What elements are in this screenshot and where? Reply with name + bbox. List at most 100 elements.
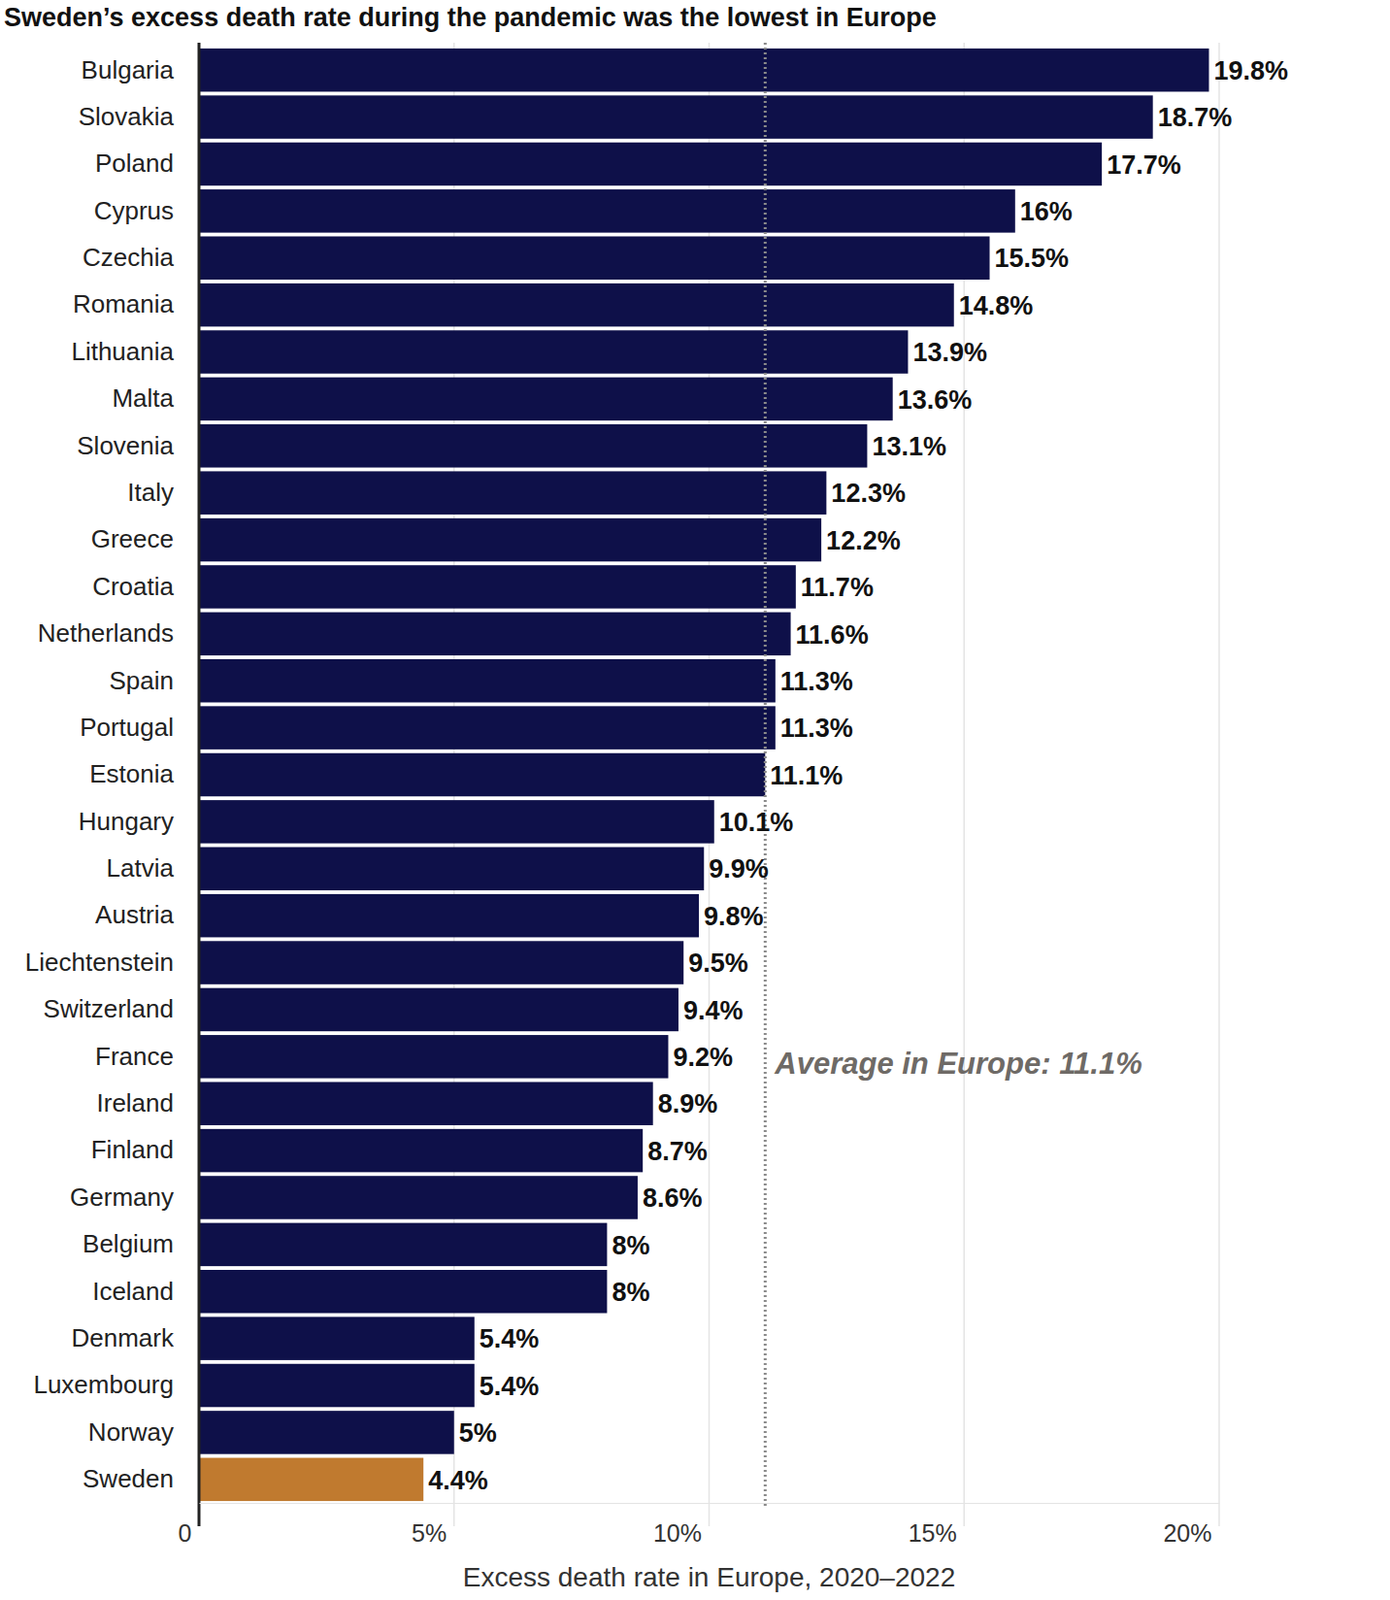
y-tick-label: Sweden <box>82 1463 174 1493</box>
y-tick-label: Germany <box>69 1182 174 1212</box>
bar <box>198 1223 607 1267</box>
data-label: 11.6% <box>795 620 869 650</box>
y-tick: Croatia <box>92 571 199 601</box>
x-tick-label: 5% <box>411 1519 447 1547</box>
data-label: 14.8% <box>959 291 1034 321</box>
data-label: 8.6% <box>642 1183 703 1213</box>
y-tick-label: Cyprus <box>94 196 174 226</box>
x-tick-label: 10% <box>653 1519 702 1547</box>
bar <box>198 847 704 892</box>
y-tick: Poland <box>95 148 199 178</box>
y-tick: Norway <box>88 1417 199 1447</box>
y-tick-label: Netherlands <box>37 618 174 648</box>
bar <box>198 988 679 1032</box>
y-tick-label: Czechia <box>82 242 174 272</box>
y-tick-label: Spain <box>109 665 175 695</box>
data-label: 19.8% <box>1213 56 1289 86</box>
y-tick-label: Lithuania <box>70 336 174 366</box>
y-tick: Greece <box>91 524 199 554</box>
y-tick-label: Portugal <box>79 712 174 742</box>
bar <box>198 1410 455 1455</box>
y-tick-label: Denmark <box>71 1323 175 1353</box>
y-tick: Portugal <box>79 712 199 742</box>
y-tick: Lithuania <box>70 336 199 366</box>
y-tick: Romania <box>72 289 199 319</box>
annotation: Average in Europe: 11.1% <box>773 1046 1142 1081</box>
y-tick-label: Liechtenstein <box>25 947 174 977</box>
bar <box>198 189 1016 233</box>
y-tick: Cyprus <box>94 196 199 226</box>
y-tick: Slovakia <box>78 101 199 132</box>
y-tick: Italy <box>127 477 199 507</box>
data-label: 5.4% <box>479 1323 540 1354</box>
bar <box>198 564 796 609</box>
y-tick: Germany <box>69 1182 199 1212</box>
bar <box>198 48 1209 93</box>
y-tick: Slovenia <box>76 430 199 461</box>
bar <box>198 1363 475 1408</box>
x-tick: 20% <box>1162 1502 1220 1547</box>
bar <box>198 799 715 844</box>
bar <box>198 142 1102 187</box>
y-tick-label: Belgium <box>82 1228 174 1258</box>
x-tick-label: 15% <box>908 1519 958 1547</box>
y-tick: Liechtenstein <box>25 947 199 977</box>
y-tick-label: Austria <box>95 899 174 929</box>
data-label: 10.1% <box>719 807 795 837</box>
data-label: 12.2% <box>826 526 901 556</box>
y-tick-label: Ireland <box>97 1088 175 1118</box>
data-label: 9.2% <box>672 1042 733 1072</box>
bar <box>198 1269 607 1314</box>
bar <box>198 753 765 797</box>
y-tick: Spain <box>109 665 200 695</box>
data-label: 9.4% <box>683 995 744 1026</box>
data-label: 13.6% <box>897 385 973 415</box>
x-tick-label: 20% <box>1162 1519 1212 1547</box>
bar <box>198 940 684 985</box>
y-tick: Estonia <box>89 759 199 789</box>
y-axis: Bulgaria Slovakia Poland Cyprus Czechia Roman… <box>25 42 199 1526</box>
bar <box>198 470 827 515</box>
y-tick-label: Romania <box>72 289 175 319</box>
y-tick-label: Poland <box>95 148 174 178</box>
y-tick: Finland <box>91 1134 199 1164</box>
data-label: 9.8% <box>703 901 764 931</box>
bar <box>198 424 867 468</box>
x-tick: 5% <box>411 1502 455 1547</box>
data-label: 15.5% <box>994 243 1070 273</box>
y-tick: Luxembourg <box>33 1369 199 1399</box>
y-tick: Belgium <box>82 1228 199 1258</box>
data-label: 4.4% <box>428 1465 489 1495</box>
y-tick: France <box>95 1041 199 1071</box>
bar <box>198 612 792 657</box>
y-tick-label: Estonia <box>89 759 174 789</box>
data-label: 11.1% <box>769 761 843 791</box>
bar <box>198 95 1154 139</box>
bar <box>198 1081 654 1126</box>
data-label: 5% <box>459 1418 497 1448</box>
y-tick: Netherlands <box>37 618 199 648</box>
y-tick-label: Bulgaria <box>81 55 175 85</box>
data-label: 17.7% <box>1106 150 1182 180</box>
chart: Sweden’s excess death rate during the pa… <box>0 0 1390 1600</box>
data-label: 8.7% <box>647 1136 708 1166</box>
x-axis-line <box>199 1502 1221 1504</box>
data-label: 11.7% <box>800 572 874 602</box>
data-label: 9.9% <box>708 854 769 884</box>
data-label: 13.1% <box>871 431 947 462</box>
data-label: 5.4% <box>479 1371 540 1401</box>
bar <box>198 659 776 703</box>
y-tick: Ireland <box>97 1088 200 1118</box>
bar <box>198 1457 424 1502</box>
bar <box>198 705 776 750</box>
data-label: 13.9% <box>912 337 988 367</box>
y-tick: Iceland <box>92 1276 199 1306</box>
data-label: 18.7% <box>1158 102 1233 133</box>
bar <box>198 1316 475 1360</box>
x-axis: 05%10%15%20% <box>178 1502 1221 1547</box>
y-tick-label: Slovenia <box>76 430 174 461</box>
y-tick-label: Latvia <box>106 853 175 883</box>
bar <box>198 1128 643 1173</box>
average-line <box>763 42 767 1507</box>
y-tick-label: France <box>95 1041 174 1071</box>
